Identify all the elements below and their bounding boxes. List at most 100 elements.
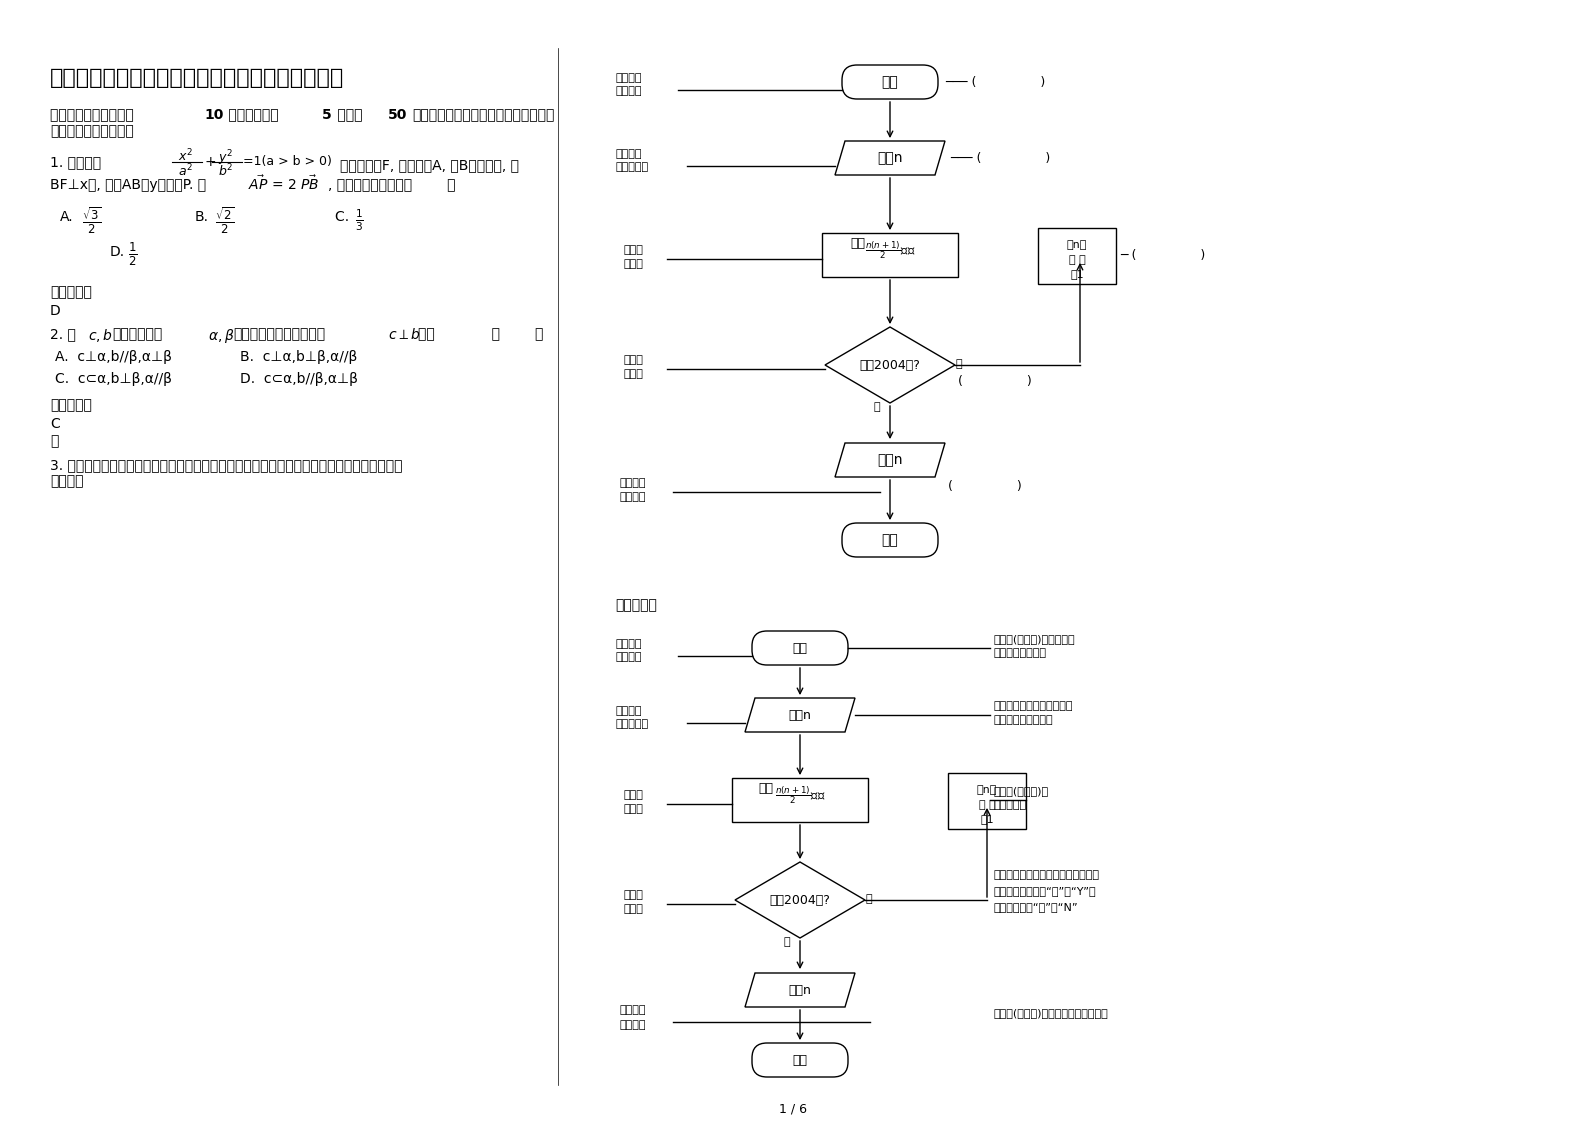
Text: $\alpha,\beta$: $\alpha,\beta$ [208, 327, 235, 344]
Bar [947, 773, 1027, 829]
Text: $c,b$: $c,b$ [87, 327, 113, 344]
Text: 分。在每小题给出的四个选项中，只有: 分。在每小题给出的四个选项中，只有 [413, 108, 554, 122]
Text: 开始: 开始 [792, 642, 808, 654]
Text: 3. 请从下面具体的例子中说明几个基本的程序框架和它们各自表示的功能，并把它填在相应的: 3. 请从下面具体的例子中说明几个基本的程序框架和它们各自表示的功能，并把它填在… [51, 458, 403, 472]
Text: 2. 设: 2. 设 [51, 327, 76, 341]
Text: 平行四边形: 平行四边形 [616, 162, 647, 172]
Text: $y^2$: $y^2$ [217, 148, 233, 167]
Text: 是一个符合题目要求的: 是一个符合题目要求的 [51, 125, 133, 138]
Text: 是两个平面，下列能推出: 是两个平面，下列能推出 [233, 327, 325, 341]
Text: 头的流线: 头的流线 [621, 493, 646, 502]
Text: 计算: 计算 [759, 782, 773, 795]
Polygon shape [744, 973, 855, 1008]
Text: 法输入和输出的信息: 法输入和输出的信息 [993, 715, 1054, 725]
Text: $\vec{PB}$: $\vec{PB}$ [300, 174, 319, 193]
Text: C: C [51, 417, 60, 431]
Text: 是: 是 [873, 402, 881, 412]
Text: 通常画: 通常画 [624, 790, 643, 800]
Text: ─ (                ): ─ ( ) [1120, 248, 1205, 261]
Text: 大于2004吗?: 大于2004吗? [860, 359, 920, 371]
Text: 成菱形: 成菱形 [624, 904, 643, 914]
Text: $\frac{1}{3}$: $\frac{1}{3}$ [355, 206, 363, 232]
Text: 否: 否 [955, 359, 963, 369]
Text: 圆角矩形: 圆角矩形 [616, 86, 641, 96]
Text: 否: 否 [867, 894, 873, 904]
Text: (                ): ( ) [947, 480, 1022, 493]
Text: 1 / 6: 1 / 6 [779, 1102, 808, 1115]
Text: B.: B. [195, 210, 209, 224]
Text: 是: 是 [784, 937, 790, 947]
Text: 括号内。: 括号内。 [51, 473, 84, 488]
Text: 10: 10 [205, 108, 224, 122]
Text: $\frac{n(n+1)}{2}$的值: $\frac{n(n+1)}{2}$的值 [865, 239, 916, 261]
Text: 通常画: 通常画 [624, 245, 643, 255]
Text: 参考答案：: 参考答案： [616, 598, 657, 611]
Text: 小题，每小题: 小题，每小题 [224, 108, 282, 122]
Text: 结束: 结束 [792, 1054, 808, 1067]
Text: BF⊥x轴, 直线AB交y轴于点P. 若: BF⊥x轴, 直线AB交y轴于点P. 若 [51, 178, 206, 192]
Text: $x^2$: $x^2$ [178, 148, 194, 165]
Text: 圆角矩形: 圆角矩形 [616, 652, 641, 662]
Text: 成矩形: 成矩形 [624, 804, 643, 813]
Text: 成菱形: 成菱形 [624, 369, 643, 379]
Text: 安徽省滁州市杨村中学高二数学文期末试题含解析: 安徽省滁州市杨村中学高二数学文期末试题含解析 [51, 68, 344, 88]
Text: 一般画成: 一般画成 [616, 149, 641, 159]
Text: ─── (                ): ─── ( ) [951, 151, 1051, 165]
Text: 5: 5 [322, 108, 332, 122]
Text: 是两条直线，: 是两条直线， [113, 327, 162, 341]
Text: $\frac{\sqrt{2}}{2}$: $\frac{\sqrt{2}}{2}$ [214, 205, 233, 236]
Text: +: + [205, 155, 216, 169]
Text: $\vec{AP}$: $\vec{AP}$ [248, 174, 268, 193]
Text: 50: 50 [387, 108, 408, 122]
Text: 输入n: 输入n [789, 708, 811, 721]
Bar [1038, 228, 1116, 284]
Text: , 则椭圆的离心率是（        ）: , 则椭圆的离心率是（ ） [329, 178, 455, 192]
Polygon shape [825, 327, 955, 403]
Text: 开始: 开始 [882, 75, 898, 89]
Text: 分，共: 分，共 [333, 108, 367, 122]
Text: $\frac{n(n+1)}{2}$的值: $\frac{n(n+1)}{2}$的值 [774, 784, 825, 806]
Text: $\frac{1}{2}$: $\frac{1}{2}$ [129, 241, 138, 268]
FancyBboxPatch shape [843, 523, 938, 557]
Text: 值 增: 值 增 [979, 800, 995, 810]
Text: 使n的: 使n的 [1066, 240, 1087, 250]
Polygon shape [835, 141, 944, 175]
Text: ─── (                ): ─── ( ) [944, 75, 1046, 89]
Text: $\frac{\sqrt{3}}{2}$: $\frac{\sqrt{3}}{2}$ [83, 205, 102, 236]
Bar [822, 233, 959, 277]
FancyBboxPatch shape [752, 1043, 847, 1077]
Polygon shape [744, 698, 855, 732]
Text: 通常画: 通常画 [624, 890, 643, 900]
Text: 输出n: 输出n [789, 984, 811, 996]
Text: C.: C. [335, 210, 359, 224]
Text: 一般画成: 一般画成 [616, 73, 641, 83]
Text: 流程线(指向线)：表示操作的先后次序: 流程线(指向线)：表示操作的先后次序 [993, 1008, 1109, 1018]
Text: = 2: = 2 [271, 178, 297, 192]
Text: 终端框(起止框)：表示一个: 终端框(起止框)：表示一个 [993, 634, 1076, 644]
Text: 结束: 结束 [882, 533, 898, 548]
Polygon shape [835, 443, 944, 477]
Text: 的左焦点为F, 右顶点为A, 点B在椭圆上, 且: 的左焦点为F, 右顶点为A, 点B在椭圆上, 且 [340, 158, 519, 172]
Text: A.: A. [60, 210, 73, 224]
Text: 计算: 计算 [851, 237, 865, 250]
FancyBboxPatch shape [752, 631, 847, 665]
Text: 略: 略 [51, 434, 59, 448]
Text: =1(a > b > 0): =1(a > b > 0) [243, 155, 332, 168]
Text: 加1: 加1 [1070, 269, 1084, 279]
Text: 头的流线: 头的流线 [621, 1020, 646, 1030]
Text: 画成带箭: 画成带箭 [621, 1005, 646, 1015]
Text: 平行四边形: 平行四边形 [616, 719, 647, 729]
Text: 处理框(执行框)：: 处理框(执行框)： [993, 787, 1049, 795]
Text: A.  c⊥α,b//β,α⊥β: A. c⊥α,b//β,α⊥β [56, 350, 171, 364]
Text: D.  c⊂α,b//β,α⊥β: D. c⊂α,b//β,α⊥β [240, 373, 359, 386]
Text: 通常画: 通常画 [624, 355, 643, 365]
Text: 算法的起始和结束: 算法的起始和结束 [993, 649, 1047, 657]
Text: 立时在出口处标明“是”或“Y”；: 立时在出口处标明“是”或“Y”； [993, 886, 1097, 896]
Text: 1. 已知椭圆: 1. 已知椭圆 [51, 155, 102, 169]
Text: $c\perp b$: $c\perp b$ [387, 327, 421, 342]
Text: 赋值、计算: 赋值、计算 [993, 800, 1027, 810]
Text: 输出n: 输出n [878, 453, 903, 467]
Bar [732, 778, 868, 822]
Text: 使n的: 使n的 [978, 785, 997, 795]
Text: 输入n: 输入n [878, 151, 903, 165]
